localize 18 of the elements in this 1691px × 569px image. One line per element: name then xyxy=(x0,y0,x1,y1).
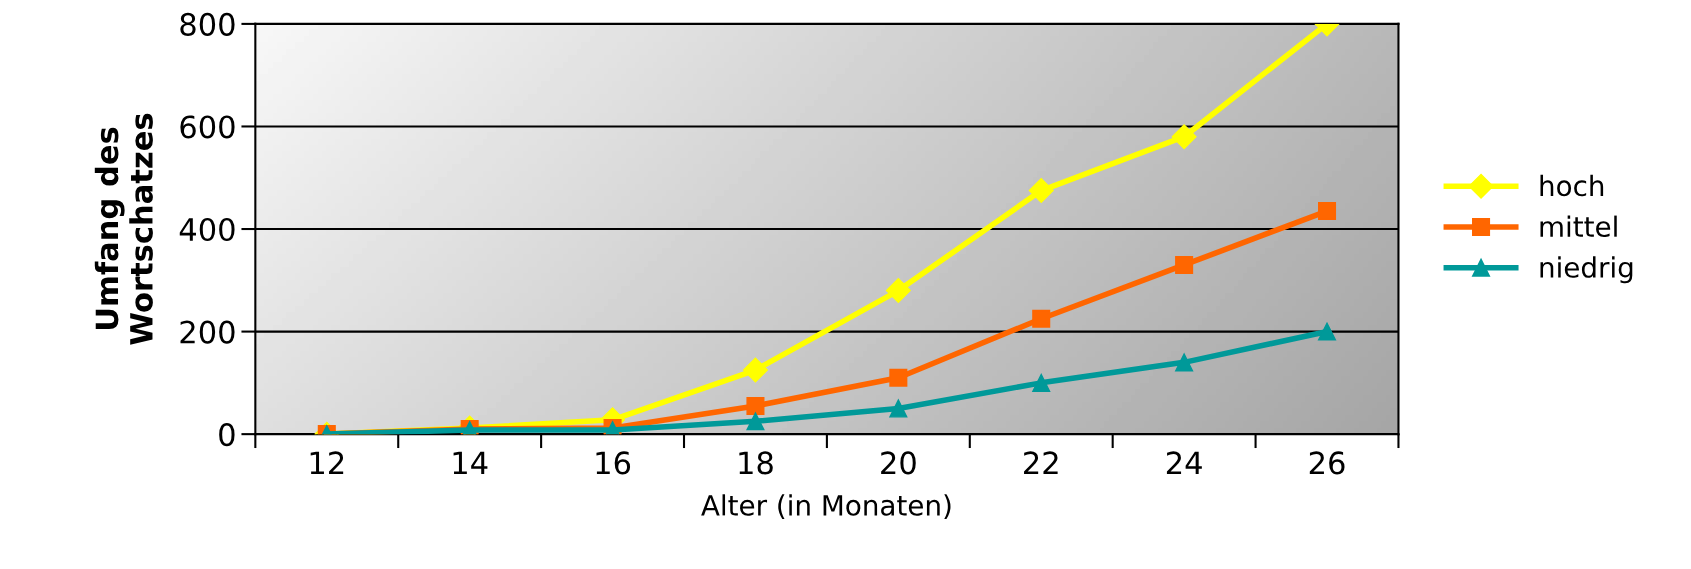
x-tick-label: 20 xyxy=(881,451,916,475)
legend-label: niedrig xyxy=(1540,256,1633,284)
x-tick-label: 18 xyxy=(739,451,773,475)
legend-label: mittel xyxy=(1540,215,1617,238)
y-tick-label: 200 xyxy=(180,320,235,344)
x-axis-title: Alter (in Monaten) xyxy=(701,494,951,520)
x-tick-label: 16 xyxy=(596,451,631,475)
y-tick-label: 800 xyxy=(180,12,235,36)
x-tick-label: 26 xyxy=(1309,451,1345,475)
legend-label: hoch xyxy=(1540,174,1604,197)
y-tick-label: 0 xyxy=(219,423,235,447)
x-tick-label: 12 xyxy=(310,451,344,475)
x-tick-label: 24 xyxy=(1166,451,1202,475)
y-tick-label: 600 xyxy=(180,115,235,139)
x-tick-label: 22 xyxy=(1024,451,1058,475)
y-axis-title: Umfang des Wortschatzes xyxy=(94,113,153,345)
x-tick-label: 14 xyxy=(453,451,488,475)
y-tick-label: 400 xyxy=(179,217,235,242)
